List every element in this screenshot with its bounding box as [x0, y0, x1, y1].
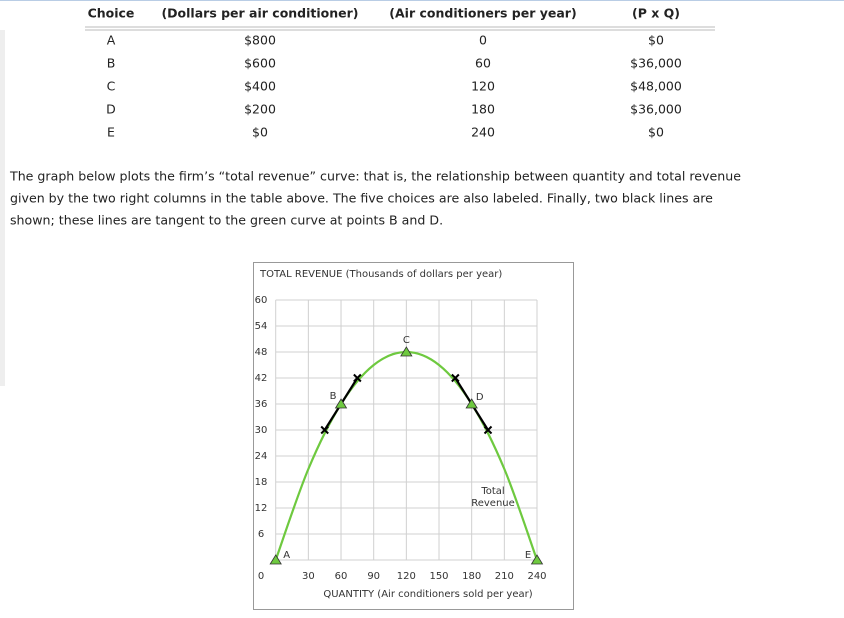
point-label: B [330, 391, 337, 402]
point-marker [465, 398, 478, 409]
x-tick-label: 240 [527, 571, 546, 582]
table-cell: $400 [244, 79, 276, 94]
y-tick-label: 6 [258, 529, 264, 540]
paragraph-line: given by the two right columns in the ta… [10, 191, 713, 206]
table-cell: $0 [648, 33, 664, 48]
table-cell: E [107, 125, 115, 140]
point-marker [530, 554, 544, 565]
paragraph-line: The graph below plots the firm’s “total … [9, 169, 741, 184]
y-tick-label: 30 [255, 425, 268, 436]
y-tick-label: 18 [255, 477, 268, 488]
curve-label: Revenue [471, 498, 515, 509]
x-tick-label: 120 [397, 571, 416, 582]
y-tick-label: 24 [255, 451, 268, 462]
point-marker [269, 554, 282, 565]
point-label: D [476, 392, 484, 403]
table-header: (Dollars per air conditioner) [161, 6, 358, 21]
table-cell: D [106, 102, 116, 117]
table-cell: A [107, 33, 116, 48]
table-cell: $0 [252, 125, 268, 140]
tangent-end [320, 425, 329, 435]
curve-label: Total [480, 486, 504, 497]
y-tick-label: 12 [255, 503, 268, 514]
table-cell: B [107, 56, 116, 71]
table-cell: $200 [244, 102, 276, 117]
point-label: C [403, 335, 410, 346]
table-header: Choice [88, 6, 135, 21]
x-tick-label: 180 [462, 571, 481, 582]
table-cell: $800 [244, 33, 276, 48]
tangent-end [353, 373, 362, 383]
x-tick-label: 210 [495, 571, 514, 582]
table-cell: $48,000 [630, 79, 682, 94]
point-marker [400, 346, 413, 357]
x-tick-label: 60 [335, 571, 348, 582]
chart-frame [253, 262, 574, 610]
side-band [0, 30, 5, 386]
table-cell: $36,000 [630, 102, 682, 117]
y-tick-label: 60 [255, 295, 268, 306]
table-cell: $0 [648, 125, 664, 140]
point-label: A [283, 550, 290, 561]
paragraph-line: shown; these lines are tangent to the gr… [10, 213, 443, 228]
point-label: E [525, 550, 531, 561]
x-axis-label: QUANTITY (Air conditioners sold per year… [323, 589, 532, 600]
table-cell: 60 [475, 56, 491, 71]
tangent-end [451, 373, 460, 383]
point-marker [334, 398, 348, 409]
x-tick-label: 90 [367, 571, 380, 582]
x-tick-label: 150 [429, 571, 448, 582]
y-tick-label: 54 [255, 321, 268, 332]
table-cell: C [107, 79, 116, 94]
y-tick-label: 36 [255, 399, 268, 410]
table-cell: 0 [479, 33, 487, 48]
table-cell: 240 [471, 125, 495, 140]
x-tick-label: 30 [302, 571, 315, 582]
table-header: (P x Q) [632, 6, 680, 21]
tangent-end [483, 425, 493, 435]
table-cell: $36,000 [630, 56, 682, 71]
table-header: (Air conditioners per year) [389, 6, 576, 21]
table-cell: 120 [471, 79, 495, 94]
chart-title: TOTAL REVENUE (Thousands of dollars per … [259, 269, 502, 280]
y-tick-label: 0 [258, 571, 264, 582]
table-cell: 180 [471, 102, 495, 117]
y-tick-label: 42 [255, 373, 268, 384]
table-cell: $600 [244, 56, 276, 71]
y-tick-label: 48 [255, 347, 268, 358]
